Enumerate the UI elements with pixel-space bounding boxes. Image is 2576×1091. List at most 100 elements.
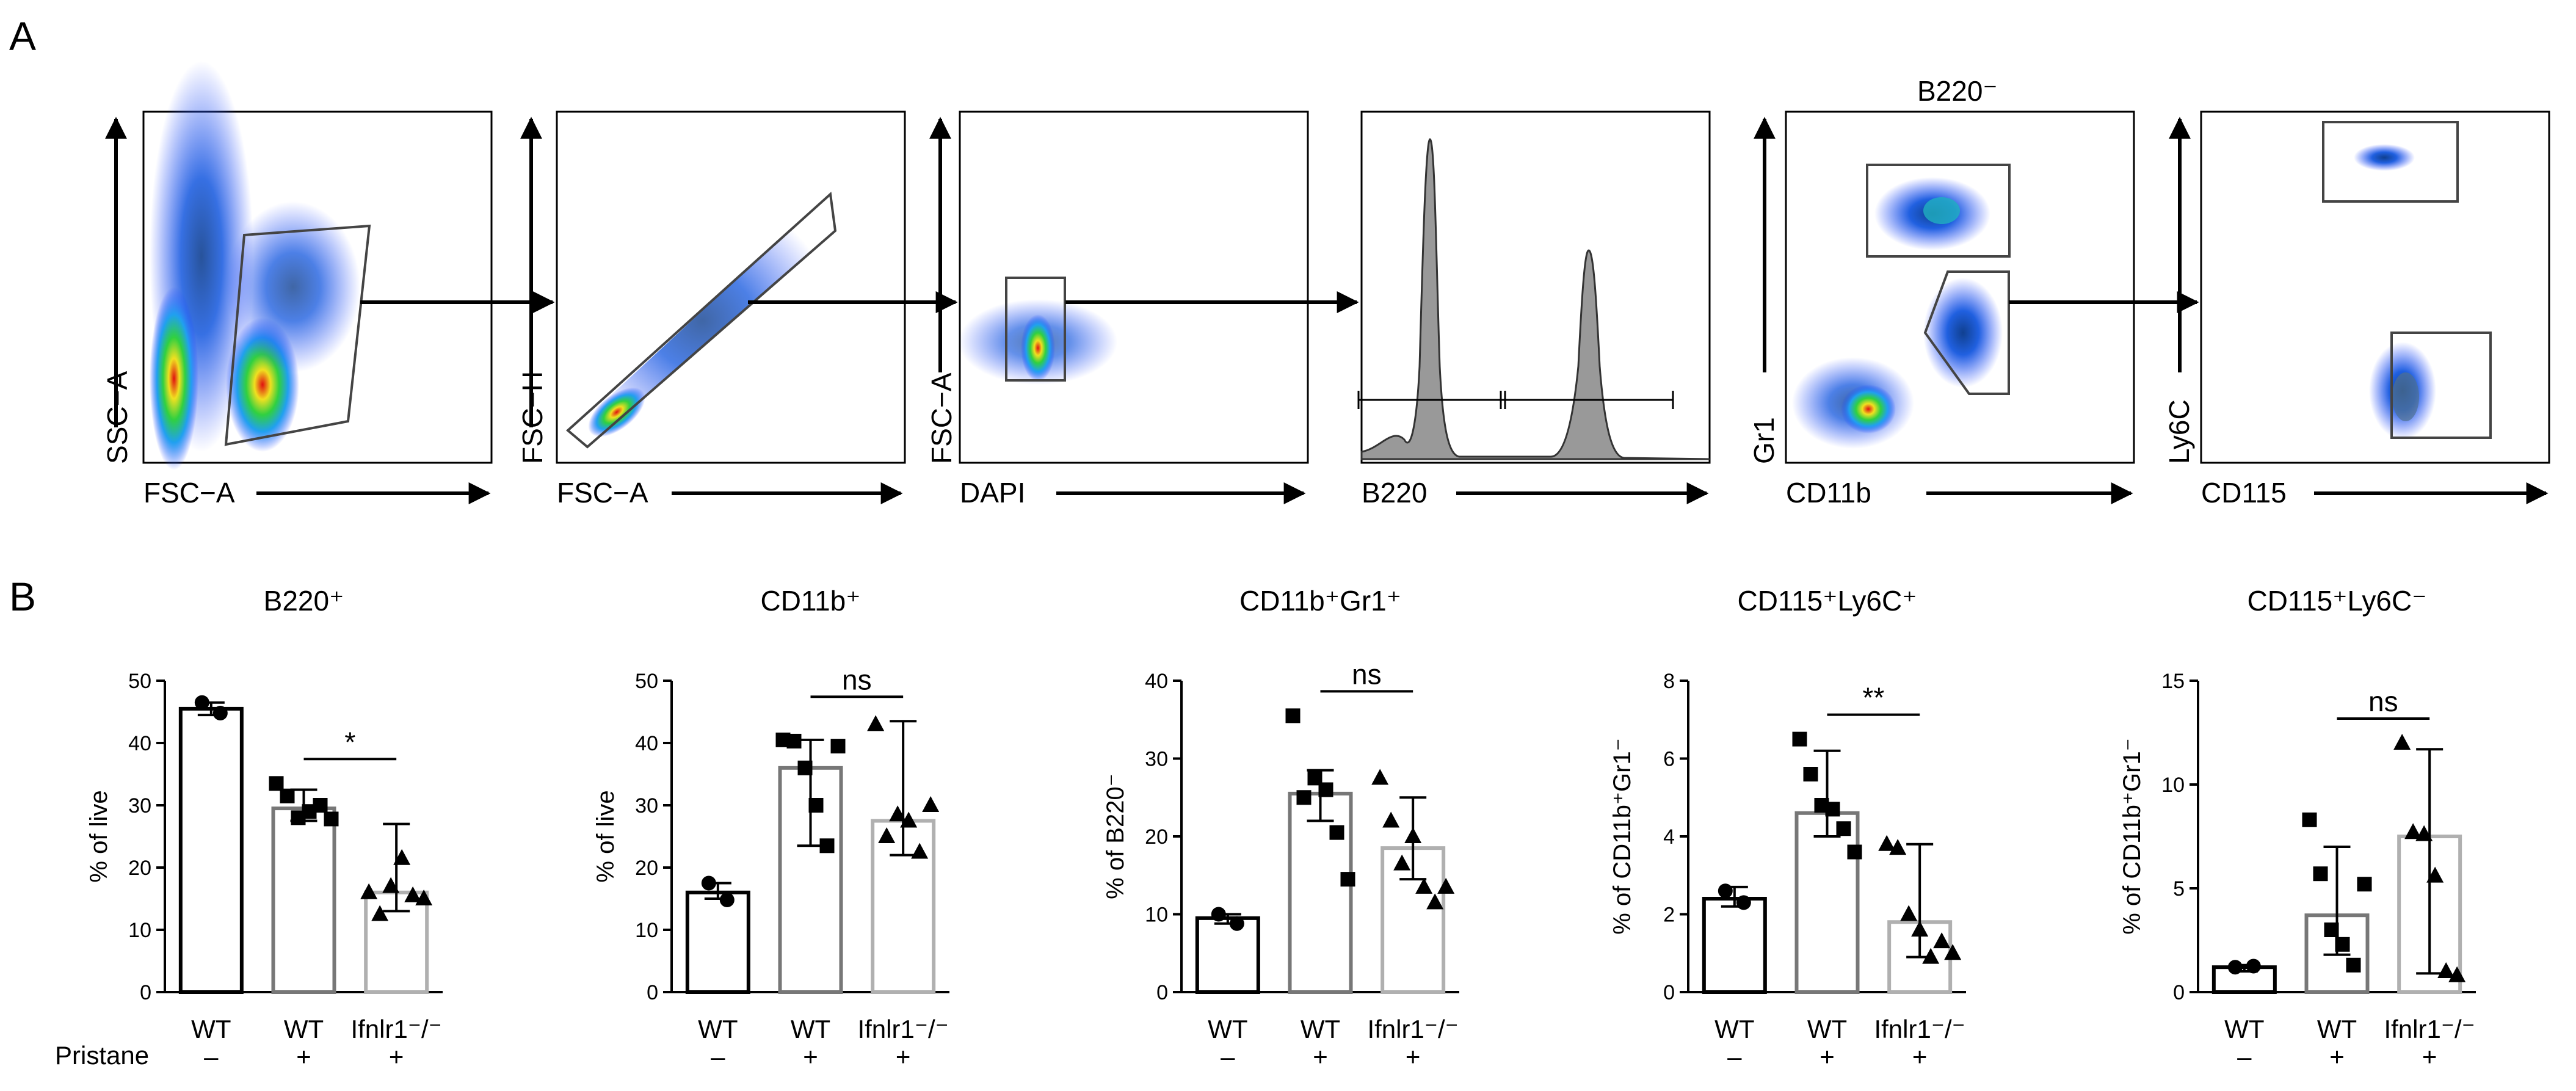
data-point <box>2302 812 2317 827</box>
y-axis-label: % of live <box>592 790 619 882</box>
pristane-sign: + <box>1406 1042 1421 1071</box>
significance-label: * <box>344 726 355 758</box>
data-point <box>701 875 716 891</box>
data-point <box>878 827 896 843</box>
pristane-label: Pristane <box>55 1041 149 1070</box>
bar-1 <box>1702 897 1767 994</box>
y-axis-label: % of CD11b⁺Gr1⁻ <box>1609 738 1636 935</box>
flow-plot-6-density <box>2322 121 2492 440</box>
significance-label: ** <box>1862 682 1884 714</box>
data-point <box>830 739 846 754</box>
pristane-sign: + <box>389 1042 404 1071</box>
data-point <box>1911 921 1929 937</box>
chart-title: CD115⁺Ly6C⁻ <box>2247 585 2426 617</box>
data-point <box>808 798 824 813</box>
data-point <box>2357 877 2372 892</box>
y-tick-label: 20 <box>128 857 151 880</box>
category-label: WT <box>1301 1015 1340 1043</box>
data-point <box>1847 844 1862 860</box>
data-point <box>415 890 433 905</box>
data-point <box>1211 907 1226 922</box>
data-point <box>382 877 400 893</box>
y-tick-label: 4 <box>1663 825 1675 849</box>
data-point <box>922 796 940 812</box>
pristane-sign: + <box>1912 1042 1928 1071</box>
y-tick-label: 10 <box>128 919 151 942</box>
category-label: Ifnlr1⁻/⁻ <box>1874 1015 1965 1043</box>
pristane-sign: – <box>1221 1042 1235 1071</box>
flow-plot-4-x-label: B220 <box>1362 477 1427 509</box>
data-point <box>1889 839 1907 855</box>
flow-plot-2-x-label: FSC−A <box>557 477 648 509</box>
pristane-sign: – <box>2237 1042 2252 1071</box>
bar-chart-1: B220⁺ 0 10 20 30 40 50 % of live WT WT Ifnlr1⁻/⁻ * <box>85 585 443 1043</box>
flow-axis-arrows <box>105 117 2549 504</box>
data-point <box>2246 959 2261 974</box>
y-tick-label: 0 <box>647 981 658 1004</box>
data-point <box>1792 731 1807 747</box>
data-point <box>280 788 295 803</box>
data-point <box>1382 811 1400 828</box>
bar-1 <box>685 890 750 995</box>
data-point <box>2313 866 2328 882</box>
pristane-sign: + <box>896 1042 911 1071</box>
bar-chart-3: CD11b⁺Gr1⁺ 0 10 20 30 40 % of B220⁻ WT WT Ifnlr1⁻… <box>1102 585 1459 1043</box>
bar-2 <box>271 806 336 994</box>
data-point <box>786 733 802 748</box>
data-point <box>1922 948 1940 964</box>
category-label: WT <box>2317 1015 2357 1043</box>
category-label: WT <box>191 1015 231 1043</box>
data-point <box>1393 854 1411 871</box>
bar-1 <box>178 706 244 995</box>
data-point <box>360 883 378 899</box>
significance-label: ns <box>1352 658 1382 690</box>
data-point <box>393 849 411 865</box>
flow-plot-3-x-label: DAPI <box>960 477 1025 509</box>
bar-1 <box>1195 916 1260 994</box>
data-point <box>1426 893 1444 910</box>
chart-title: B220⁺ <box>264 585 344 617</box>
data-point <box>2426 866 2444 883</box>
y-axis-label: % of B220⁻ <box>1102 774 1129 899</box>
significance-label: ns <box>842 664 872 695</box>
data-point <box>1296 790 1312 805</box>
y-tick-label: 20 <box>1145 825 1168 849</box>
category-label: Ifnlr1⁻/⁻ <box>2384 1015 2475 1043</box>
pristane-sign: – <box>1727 1042 1742 1071</box>
category-label: Ifnlr1⁻/⁻ <box>350 1015 441 1043</box>
pristane-sign: + <box>2422 1042 2437 1071</box>
data-point <box>889 805 907 822</box>
data-point <box>2227 960 2243 975</box>
pristane-sign: – <box>204 1042 219 1071</box>
panel-letter-a: A <box>9 13 36 59</box>
data-point <box>1437 877 1455 894</box>
y-tick-label: 10 <box>2161 774 2185 797</box>
data-point <box>2415 825 2433 841</box>
data-point <box>1836 821 1851 836</box>
y-tick-label: 40 <box>1145 670 1168 693</box>
pristane-sign: + <box>2329 1042 2345 1071</box>
flow-plot-2-density <box>565 191 837 449</box>
category-label: WT <box>2224 1015 2264 1043</box>
category-label: WT <box>1714 1015 1754 1043</box>
flow-plot-6-frame <box>2200 111 2550 464</box>
y-tick-label: 40 <box>635 732 658 755</box>
data-point <box>1318 782 1333 797</box>
y-tick-label: 40 <box>128 732 151 755</box>
y-tick-label: 50 <box>635 670 658 693</box>
data-point <box>1285 708 1301 723</box>
data-point <box>2393 734 2411 750</box>
data-point <box>1229 916 1244 931</box>
bar-3 <box>1381 846 1446 994</box>
data-point <box>2324 922 2339 937</box>
flow-plot-1-y-label: SSC−A <box>101 371 133 464</box>
y-tick-label: 20 <box>635 857 658 880</box>
data-point <box>1900 905 1918 921</box>
pristane-sign: + <box>803 1042 818 1071</box>
data-point <box>1803 767 1818 781</box>
category-label: WT <box>791 1015 830 1043</box>
data-point <box>313 798 328 813</box>
category-label: Ifnlr1⁻/⁻ <box>857 1015 948 1043</box>
panel-letter-b: B <box>9 574 36 619</box>
